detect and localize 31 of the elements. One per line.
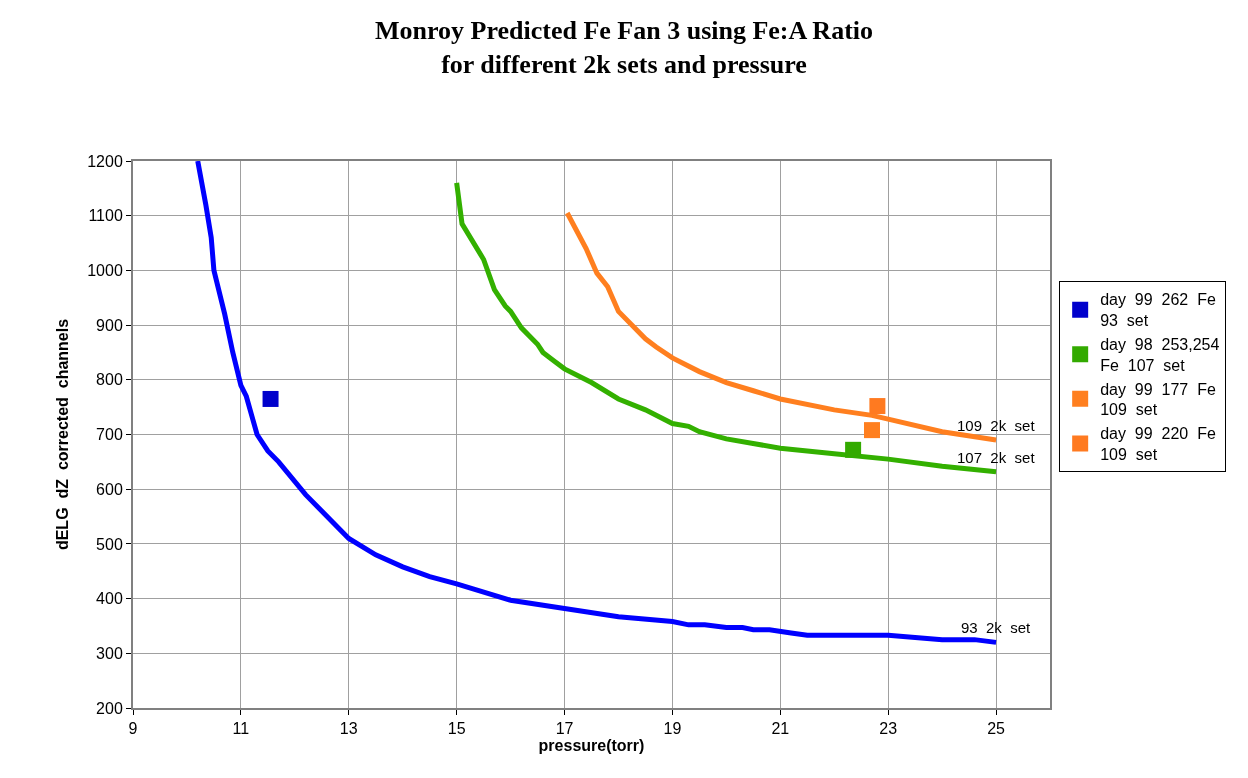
y-tick-label: 1000 (87, 262, 123, 279)
x-tick-label: 13 (339, 720, 358, 738)
y-tick-label: 500 (96, 535, 123, 553)
chart-title: Monroy Predicted Fe Fan 3 using Fe:A Ratio for different 2k sets and pressure (374, 15, 874, 79)
annotation: 109 2k set (957, 417, 1036, 434)
y-tick-label: 200 (96, 699, 123, 717)
y-tick-label: 600 (96, 480, 123, 498)
y-tick-label: 1200 (87, 152, 123, 170)
y-axis-title: dELG dZ corrected channels (53, 318, 71, 551)
y-tick-label: 300 (96, 644, 123, 662)
x-axis-title: pressure(torr) (538, 737, 645, 755)
x-tick-label: 15 (447, 720, 466, 738)
y-tick-label: 800 (96, 371, 123, 389)
legend-label: day 99 220 Fe 109 set (1100, 425, 1216, 464)
point (863, 422, 880, 439)
x-tick-label: 9 (128, 720, 138, 738)
x-tick-label: 19 (663, 720, 682, 738)
y-tick-label: 700 (96, 426, 123, 444)
annotation: 107 2k set (957, 449, 1036, 466)
x-tick-label: 25 (987, 720, 1006, 738)
y-tick-label: 1100 (88, 207, 123, 225)
point (845, 441, 862, 458)
point (262, 390, 279, 407)
x-tick-label: 23 (879, 720, 898, 738)
x-tick-label: 21 (771, 720, 790, 738)
x-tick-label: 11 (232, 720, 250, 738)
annotation: 93 2k set (961, 619, 1032, 636)
y-tick-label: 900 (96, 316, 123, 334)
x-tick-label: 17 (555, 720, 574, 738)
y-tick-label: 400 (96, 590, 123, 608)
point (869, 398, 886, 415)
